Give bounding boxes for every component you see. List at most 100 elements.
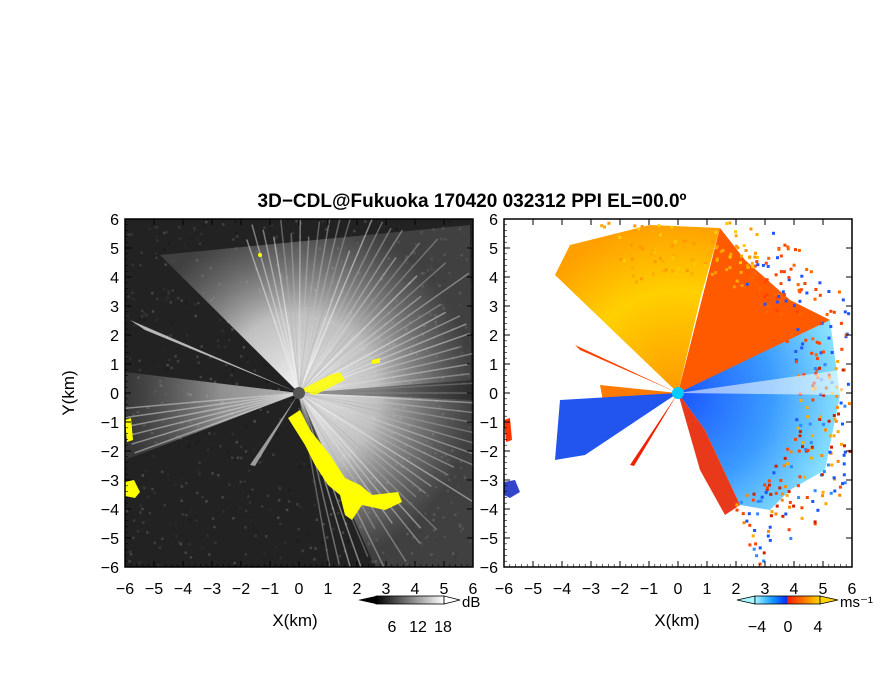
velocity-speckle <box>751 278 755 282</box>
noise-cell <box>134 323 137 326</box>
noise-cell <box>321 220 324 223</box>
noise-cell <box>151 292 154 295</box>
noise-cell <box>142 312 146 315</box>
noise-cell <box>274 545 277 548</box>
velocity-speckle <box>788 505 791 509</box>
velocity-speckle <box>806 448 810 452</box>
velocity-speckle <box>828 434 832 438</box>
noise-cell <box>129 550 132 553</box>
noise-cell <box>148 227 151 231</box>
x-tick-label: 1 <box>703 581 712 598</box>
noise-cell <box>249 519 253 522</box>
velocity-speckle <box>756 255 759 259</box>
noise-cell <box>242 346 246 349</box>
velocity-speckle <box>832 414 836 417</box>
noise-cell <box>233 561 236 565</box>
velocity-speckle <box>819 415 823 419</box>
velocity-speckle <box>690 272 694 276</box>
noise-cell <box>226 246 229 250</box>
noise-cell <box>217 345 220 348</box>
noise-cell <box>263 363 266 367</box>
noise-cell <box>259 374 262 377</box>
velocity-speckle <box>815 357 819 361</box>
velocity-speckle <box>739 500 743 504</box>
velocity-speckle <box>805 406 809 410</box>
velocity-speckle <box>748 255 752 259</box>
velocity-speckle <box>829 491 833 495</box>
velocity-speckle <box>755 260 759 264</box>
beam-ray <box>298 392 473 434</box>
noise-cell <box>307 465 310 468</box>
x-tick-label: −4 <box>174 581 192 598</box>
x-tick-label: −1 <box>261 581 279 598</box>
velocity-speckle <box>847 312 851 316</box>
velocity-speckle <box>629 243 633 247</box>
colorbar-tick-label: −4 <box>748 619 766 636</box>
velocity-speckle <box>796 283 800 287</box>
velocity-speckle <box>786 462 790 466</box>
noise-cell <box>325 228 328 231</box>
noise-cell <box>247 469 251 473</box>
noise-cell <box>205 500 208 503</box>
velocity-speckle <box>844 335 848 339</box>
noise-cell <box>232 517 235 520</box>
reflectivity-y-axis-label: Y(km) <box>59 370 78 415</box>
noise-cell <box>221 329 224 332</box>
noise-cell <box>189 473 193 477</box>
noise-cell <box>211 472 214 475</box>
noise-cell <box>167 289 170 293</box>
velocity-speckle <box>821 490 825 494</box>
noise-cell <box>170 366 173 370</box>
noise-cell <box>225 363 228 367</box>
noise-cell <box>283 541 287 545</box>
beam-ray <box>298 392 455 468</box>
velocity-speckle <box>683 246 687 250</box>
reflectivity-echo-sector-east <box>160 225 473 567</box>
velocity-speckle <box>820 454 824 457</box>
velocity-speckle <box>838 485 842 489</box>
noise-cell <box>296 503 299 506</box>
noise-cell <box>382 226 386 229</box>
velocity-speckle <box>734 244 738 248</box>
beam-ray <box>125 392 300 419</box>
noise-cell <box>277 516 280 519</box>
ground-clutter-point-north <box>258 253 262 257</box>
velocity-speckle <box>825 312 829 316</box>
noise-cell <box>213 525 216 529</box>
velocity-speckle <box>783 243 787 247</box>
velocity-speckle <box>754 251 757 255</box>
noise-cell <box>134 300 137 303</box>
noise-cell <box>141 507 144 511</box>
noise-cell <box>127 295 130 298</box>
noise-cell <box>183 292 186 295</box>
beam-ray <box>298 392 417 498</box>
noise-cell <box>141 309 144 313</box>
noise-cell <box>338 499 341 502</box>
velocity-speckle <box>809 270 813 274</box>
beam-ray <box>298 221 321 394</box>
noise-cell <box>277 388 280 391</box>
y-tick-label: 5 <box>110 241 119 258</box>
velocity-speckle <box>779 312 783 316</box>
velocity-speckle <box>735 279 739 283</box>
velocity-speckle <box>703 263 707 267</box>
velocity-speckle <box>761 263 765 267</box>
noise-cell <box>245 425 248 429</box>
noise-cell <box>132 536 135 540</box>
noise-cell <box>162 248 166 251</box>
beam-ray <box>298 392 422 529</box>
noise-cell <box>131 263 134 266</box>
velocity-speckle <box>775 300 779 304</box>
velocity-speckle <box>806 415 810 419</box>
velocity-speckle <box>822 393 826 397</box>
velocity-speckle <box>646 239 650 243</box>
velocity-speckle <box>827 336 831 340</box>
noise-cell <box>266 410 270 414</box>
noise-cell <box>140 251 143 254</box>
x-tick-label: 6 <box>848 581 857 598</box>
velocity-speckle <box>728 221 732 225</box>
velocity-speckle <box>841 368 845 372</box>
velocity-speckle <box>641 247 645 251</box>
velocity-speckle <box>799 423 803 427</box>
noise-cell <box>153 370 156 373</box>
